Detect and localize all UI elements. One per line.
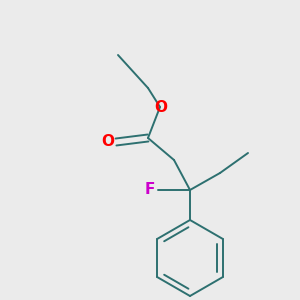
Text: F: F [145, 182, 155, 197]
Text: O: O [101, 134, 115, 149]
Text: O: O [154, 100, 167, 115]
